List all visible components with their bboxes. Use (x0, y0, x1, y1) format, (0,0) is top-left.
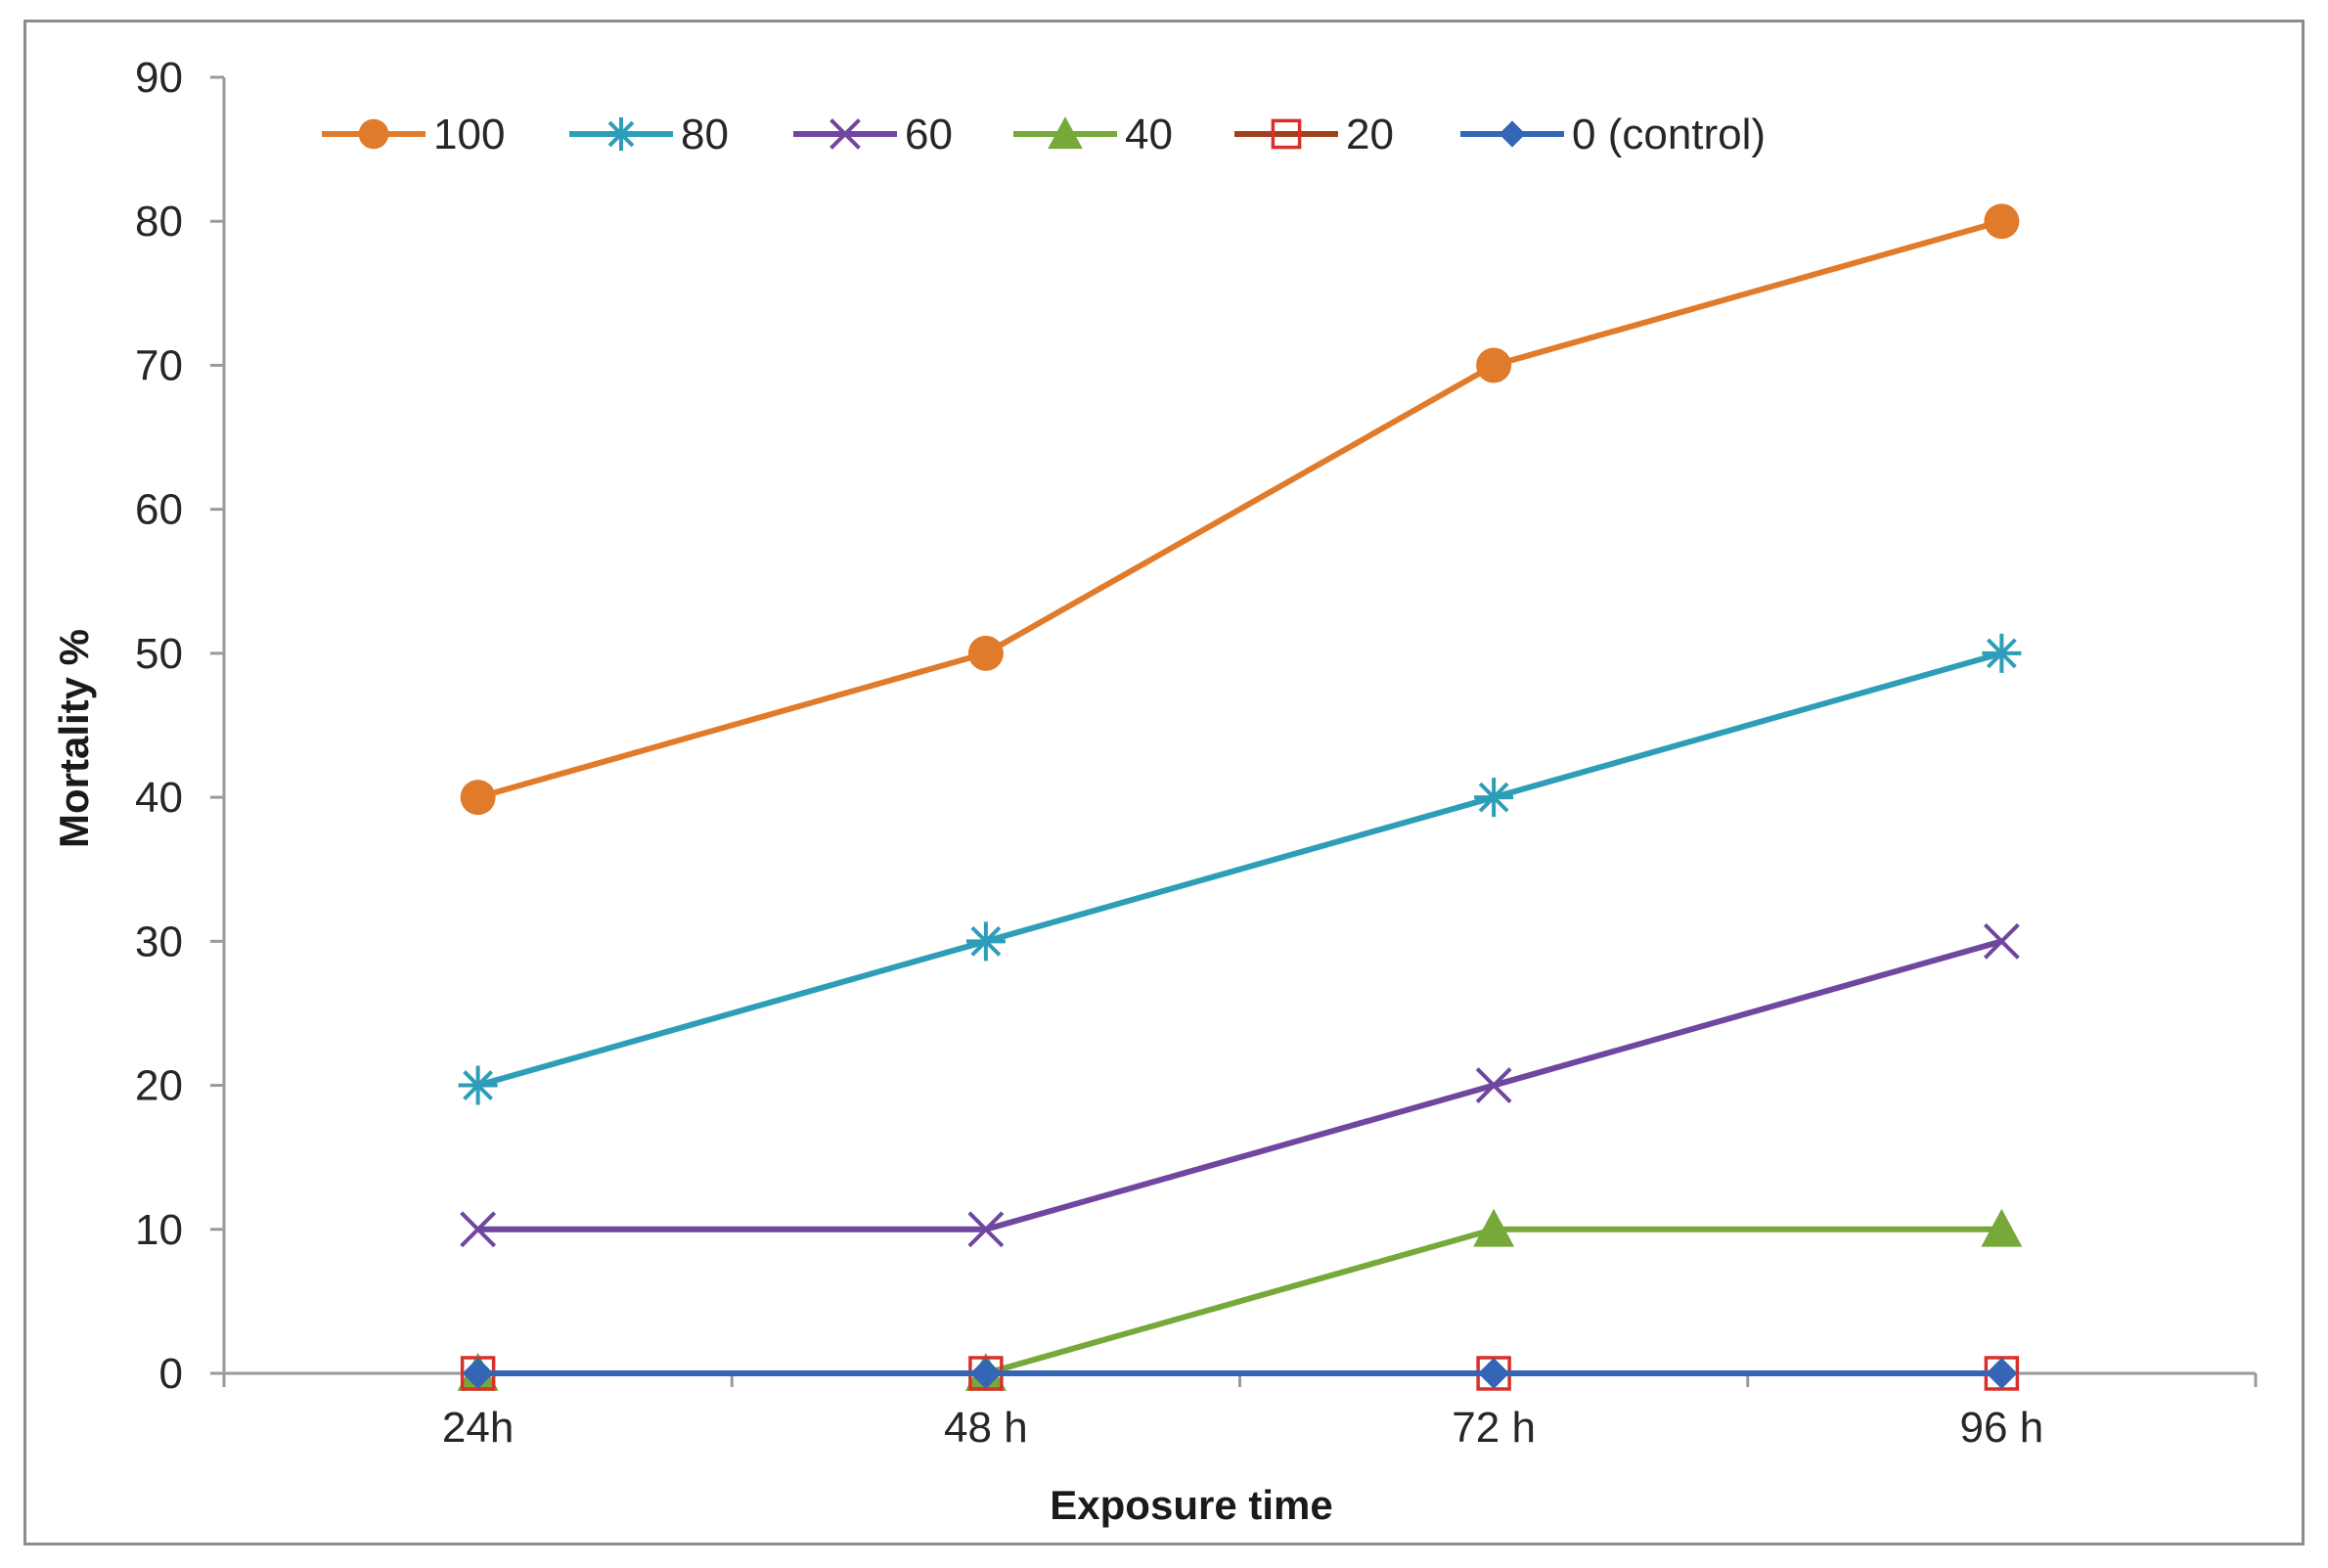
legend-item: 40 (1013, 111, 1173, 158)
marker-shape (1476, 347, 1512, 383)
marker-shape (1271, 118, 1302, 150)
legend-marker (604, 117, 638, 151)
series-group (457, 203, 2023, 1391)
series-0-control- (462, 1358, 2018, 1389)
data-point (1475, 1067, 1512, 1103)
marker-shape (604, 117, 638, 151)
x-tick-label: 96 h (1960, 1404, 2044, 1452)
data-point (460, 780, 496, 816)
x-tick-label: 48 h (944, 1404, 1028, 1452)
marker-shape (969, 1358, 1002, 1389)
marker-shape (1983, 922, 2020, 960)
marker-shape (1499, 120, 1526, 148)
marker-shape (967, 635, 1004, 671)
data-point (1984, 203, 2020, 240)
y-tick-label: 10 (135, 1206, 183, 1254)
legend: 100 80 60 40 20 0 (control) (322, 111, 1766, 158)
series-line (477, 938, 2003, 1232)
data-point (1473, 1208, 1515, 1247)
x-tick-label: 72 h (1452, 1404, 1536, 1452)
y-tick-label: 30 (135, 918, 183, 965)
y-tick-label: 0 (159, 1350, 183, 1398)
y-tick-label: 20 (135, 1062, 183, 1110)
marker-shape (1986, 1358, 2018, 1389)
legend-label: 0 (control) (1572, 111, 1766, 158)
legend-marker (1499, 120, 1526, 148)
legend-label: 80 (681, 111, 729, 158)
marker-shape (1048, 116, 1083, 150)
marker-shape (1984, 203, 2020, 240)
marker-shape (1475, 1067, 1512, 1103)
marker-shape (1981, 1208, 2023, 1247)
legend-item: 20 (1234, 111, 1394, 158)
legend-item: 80 (569, 111, 729, 158)
series-line (477, 1226, 2002, 1376)
y-tick-label: 80 (135, 198, 183, 246)
data-point (462, 1358, 494, 1389)
data-point (967, 635, 1004, 671)
marker-shape (965, 921, 1006, 962)
series-100 (460, 203, 2020, 816)
chart-frame (23, 20, 2305, 1546)
axes (222, 77, 2256, 1375)
series-60 (460, 922, 2020, 1248)
legend-marker (358, 118, 389, 150)
series-80 (458, 633, 2022, 1105)
x-tick-label: 24h (442, 1404, 514, 1452)
marker-shape (460, 1211, 497, 1248)
marker-shape (967, 1211, 1005, 1248)
y-tick-label: 40 (135, 774, 183, 822)
legend-marker (829, 118, 861, 150)
y-axis-title: Mortality % (51, 629, 97, 848)
data-point (1476, 347, 1512, 383)
data-point (460, 1211, 497, 1248)
data-point (969, 1358, 1002, 1389)
marker-shape (460, 780, 496, 816)
y-tick-label: 50 (135, 630, 183, 678)
y-tick-label: 60 (135, 486, 183, 534)
marker-shape (358, 118, 389, 150)
data-point (967, 1211, 1005, 1248)
data-point (458, 1065, 498, 1105)
legend-item: 100 (322, 111, 505, 158)
marker-shape (1478, 1358, 1510, 1389)
data-point (1478, 1358, 1510, 1389)
legend-label: 60 (905, 111, 953, 158)
data-point (1982, 633, 2022, 673)
marker-shape (462, 1358, 494, 1389)
marker-shape (458, 1065, 498, 1105)
y-tick-label: 90 (135, 54, 183, 102)
legend-item: 60 (793, 111, 953, 158)
legend-marker (1271, 118, 1302, 150)
data-point (965, 921, 1006, 962)
series-line (476, 650, 2003, 1089)
data-point (1981, 1208, 2023, 1247)
legend-label: 100 (433, 111, 505, 158)
legend-item: 0 (control) (1460, 111, 1766, 158)
data-point (1474, 778, 1514, 818)
legend-marker (1048, 116, 1083, 150)
y-tick-label: 70 (135, 341, 183, 389)
marker-shape (829, 118, 861, 150)
y-axis-ticks: 0 10 20 30 40 50 60 70 80 90 (135, 54, 224, 1398)
x-axis-title: Exposure time (1050, 1482, 1332, 1528)
marker-shape (1474, 778, 1514, 818)
marker-shape (1982, 633, 2022, 673)
series-line (476, 218, 2003, 800)
marker-shape (1473, 1208, 1515, 1247)
data-point (1986, 1358, 2018, 1389)
x-axis-ticks: 24h 48 h 72 h 96 h (222, 1373, 2258, 1452)
legend-label: 40 (1125, 111, 1173, 158)
data-point (1983, 922, 2020, 960)
series-40 (457, 1208, 2023, 1391)
legend-label: 20 (1346, 111, 1394, 158)
